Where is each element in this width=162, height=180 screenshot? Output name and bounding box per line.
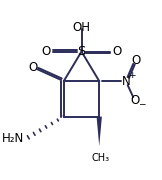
Text: N: N <box>122 75 130 88</box>
Text: O: O <box>41 45 51 58</box>
Text: O: O <box>28 61 37 74</box>
Text: O: O <box>132 54 141 67</box>
Text: CH₃: CH₃ <box>92 153 110 163</box>
Text: H₂N: H₂N <box>2 132 25 145</box>
Text: −: − <box>138 100 145 109</box>
Text: S: S <box>77 45 86 58</box>
Text: O: O <box>112 45 122 58</box>
Text: +: + <box>128 71 135 80</box>
Polygon shape <box>97 117 102 146</box>
Text: OH: OH <box>73 21 91 34</box>
Text: O: O <box>131 94 140 107</box>
